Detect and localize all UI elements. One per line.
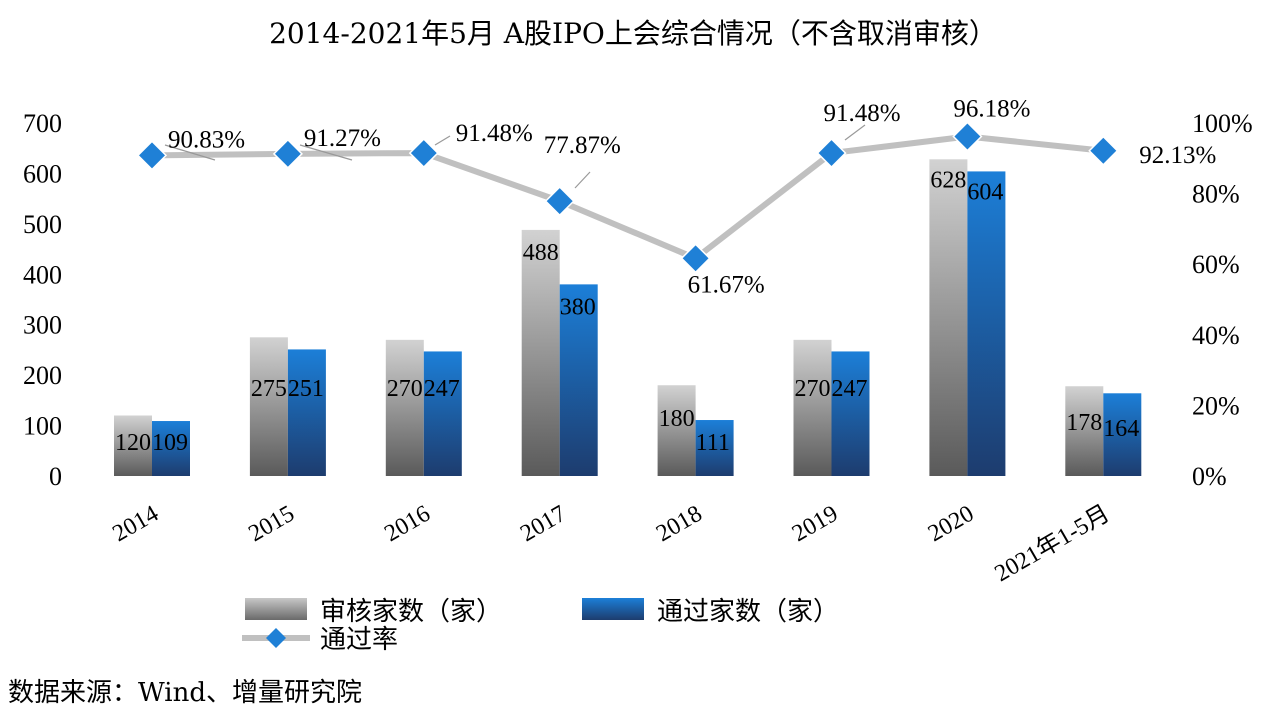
bar-value-label: 247	[832, 376, 868, 402]
y-tick-label: 600	[23, 159, 62, 188]
pass-rate-line	[151, 133, 1104, 262]
pass-rate-label: 96.18%	[953, 95, 1030, 122]
y2-tick-label: 100%	[1192, 109, 1253, 138]
pass-rate-label: 91.48%	[456, 120, 533, 147]
bar-reviewed	[657, 385, 696, 476]
bar-reviewed	[1065, 386, 1104, 476]
y-tick-label: 400	[23, 260, 62, 289]
x-tick-label: 2020	[924, 501, 979, 548]
legend-swatch-passed	[582, 598, 644, 620]
bar-passed	[967, 171, 1006, 476]
bar-value-label: 628	[930, 167, 966, 193]
leader-line	[434, 135, 451, 146]
bar-value-label: 180	[659, 406, 695, 432]
bar-reviewed	[929, 159, 968, 476]
y-tick-label: 100	[23, 412, 62, 441]
bar-value-label: 178	[1066, 410, 1102, 436]
pass-rate-label: 90.83%	[168, 126, 245, 153]
bar-reviewed	[793, 339, 832, 476]
x-tick-label: 2014	[108, 501, 163, 548]
bar-value-label: 380	[560, 294, 596, 320]
pass-rate-label: 92.13%	[1139, 142, 1216, 169]
bar-passed	[423, 351, 462, 476]
pass-rate-marker	[952, 121, 983, 152]
bar-value-label: 109	[152, 430, 188, 456]
bar-value-label: 247	[424, 376, 460, 402]
pass-rate-label: 77.87%	[544, 132, 621, 159]
bar-value-label: 270	[387, 376, 423, 402]
bar-passed	[152, 421, 190, 476]
y2-tick-label: 60%	[1192, 250, 1240, 279]
x-tick-label: 2017	[516, 501, 571, 548]
bar-passed	[695, 420, 734, 476]
bar-value-label: 251	[288, 376, 324, 402]
bar-value-label: 275	[251, 376, 287, 402]
source-note: 数据来源：Wind、增量研究院	[8, 678, 362, 708]
legend-label-rate: 通过率	[320, 625, 398, 654]
legend-label-reviewed: 审核家数（家）	[320, 597, 502, 626]
y2-tick-label: 40%	[1192, 321, 1240, 350]
y-tick-label: 300	[23, 311, 62, 340]
pass-rate-marker	[408, 138, 439, 169]
y-tick-label: 700	[23, 109, 62, 138]
legend-label-passed: 通过家数（家）	[657, 597, 839, 626]
bar-value-label: 604	[967, 179, 1003, 205]
leader-line	[574, 171, 591, 189]
y-tick-label: 0	[49, 462, 62, 491]
leader-line	[844, 124, 866, 141]
bar-value-label: 270	[795, 376, 831, 402]
leader-line	[299, 144, 353, 161]
pass-rate-marker	[136, 140, 168, 171]
bar-value-label: 164	[1103, 416, 1139, 442]
pass-rate-marker	[1088, 135, 1119, 166]
y2-tick-label: 0%	[1192, 462, 1227, 491]
pass-rate-marker	[544, 186, 575, 217]
x-tick-label: 2021年1-5月	[990, 500, 1114, 587]
bar-passed	[287, 349, 326, 476]
bar-passed	[559, 284, 598, 476]
bar-reviewed	[385, 339, 424, 476]
leader-line	[164, 144, 216, 161]
pass-rate-marker	[816, 138, 847, 169]
pass-rate-label: 91.27%	[304, 125, 381, 152]
bar-passed	[831, 351, 870, 476]
bar-reviewed	[249, 337, 288, 476]
chart-title: 2014-2021年5月 A股IPO上会综合情况（不含取消审核）	[269, 17, 997, 50]
pass-rate-marker	[272, 138, 303, 169]
x-tick-label: 2019	[788, 501, 843, 548]
legend-marker-icon	[266, 628, 286, 648]
bar-passed	[1103, 393, 1142, 476]
bar-reviewed	[114, 415, 152, 476]
bar-value-label: 488	[523, 240, 559, 266]
y-tick-label: 200	[23, 361, 62, 390]
bar-reviewed	[521, 229, 560, 476]
pass-rate-label: 61.67%	[688, 271, 765, 298]
x-tick-label: 2018	[652, 501, 707, 548]
bar-value-label: 111	[696, 430, 730, 456]
bar-value-label: 120	[115, 430, 151, 456]
x-tick-label: 2016	[380, 501, 435, 548]
legend-swatch-reviewed	[245, 598, 307, 620]
y2-tick-label: 20%	[1192, 391, 1240, 420]
x-tick-label: 2015	[244, 501, 299, 548]
pass-rate-marker	[680, 243, 711, 274]
pass-rate-label: 91.48%	[824, 100, 901, 127]
y-tick-label: 500	[23, 210, 62, 239]
y2-tick-label: 80%	[1192, 180, 1240, 209]
